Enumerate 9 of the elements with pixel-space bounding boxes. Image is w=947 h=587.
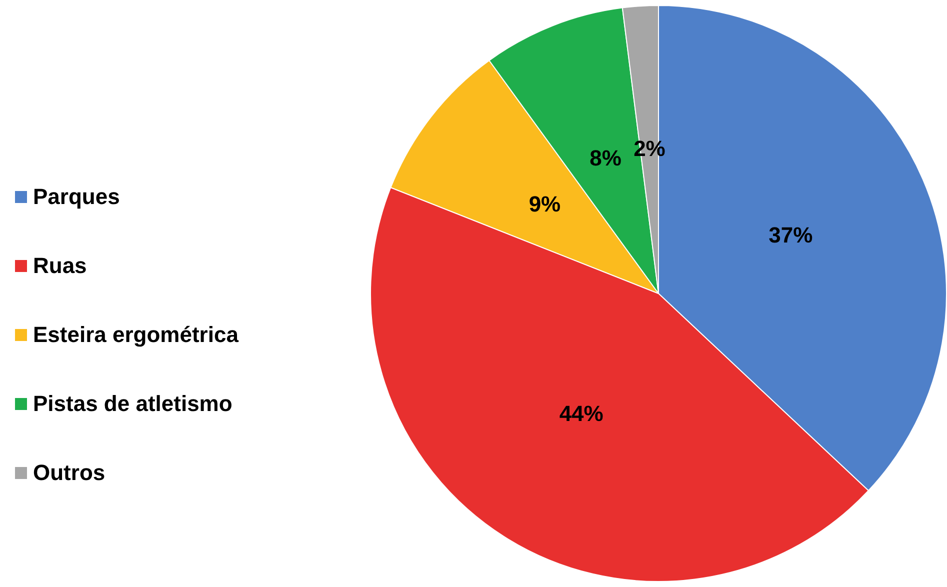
data-label: 37% [768, 222, 813, 248]
legend-label: Ruas [33, 252, 87, 278]
legend-label: Outros [33, 460, 106, 486]
data-label: 44% [559, 401, 604, 426]
legend-label: Pistas de atletismo [33, 390, 232, 416]
legend-label: Esteira ergométrica [33, 322, 238, 348]
legend-label: Parques [33, 184, 120, 210]
data-label: 8% [590, 146, 622, 171]
data-label: 9% [528, 191, 561, 216]
